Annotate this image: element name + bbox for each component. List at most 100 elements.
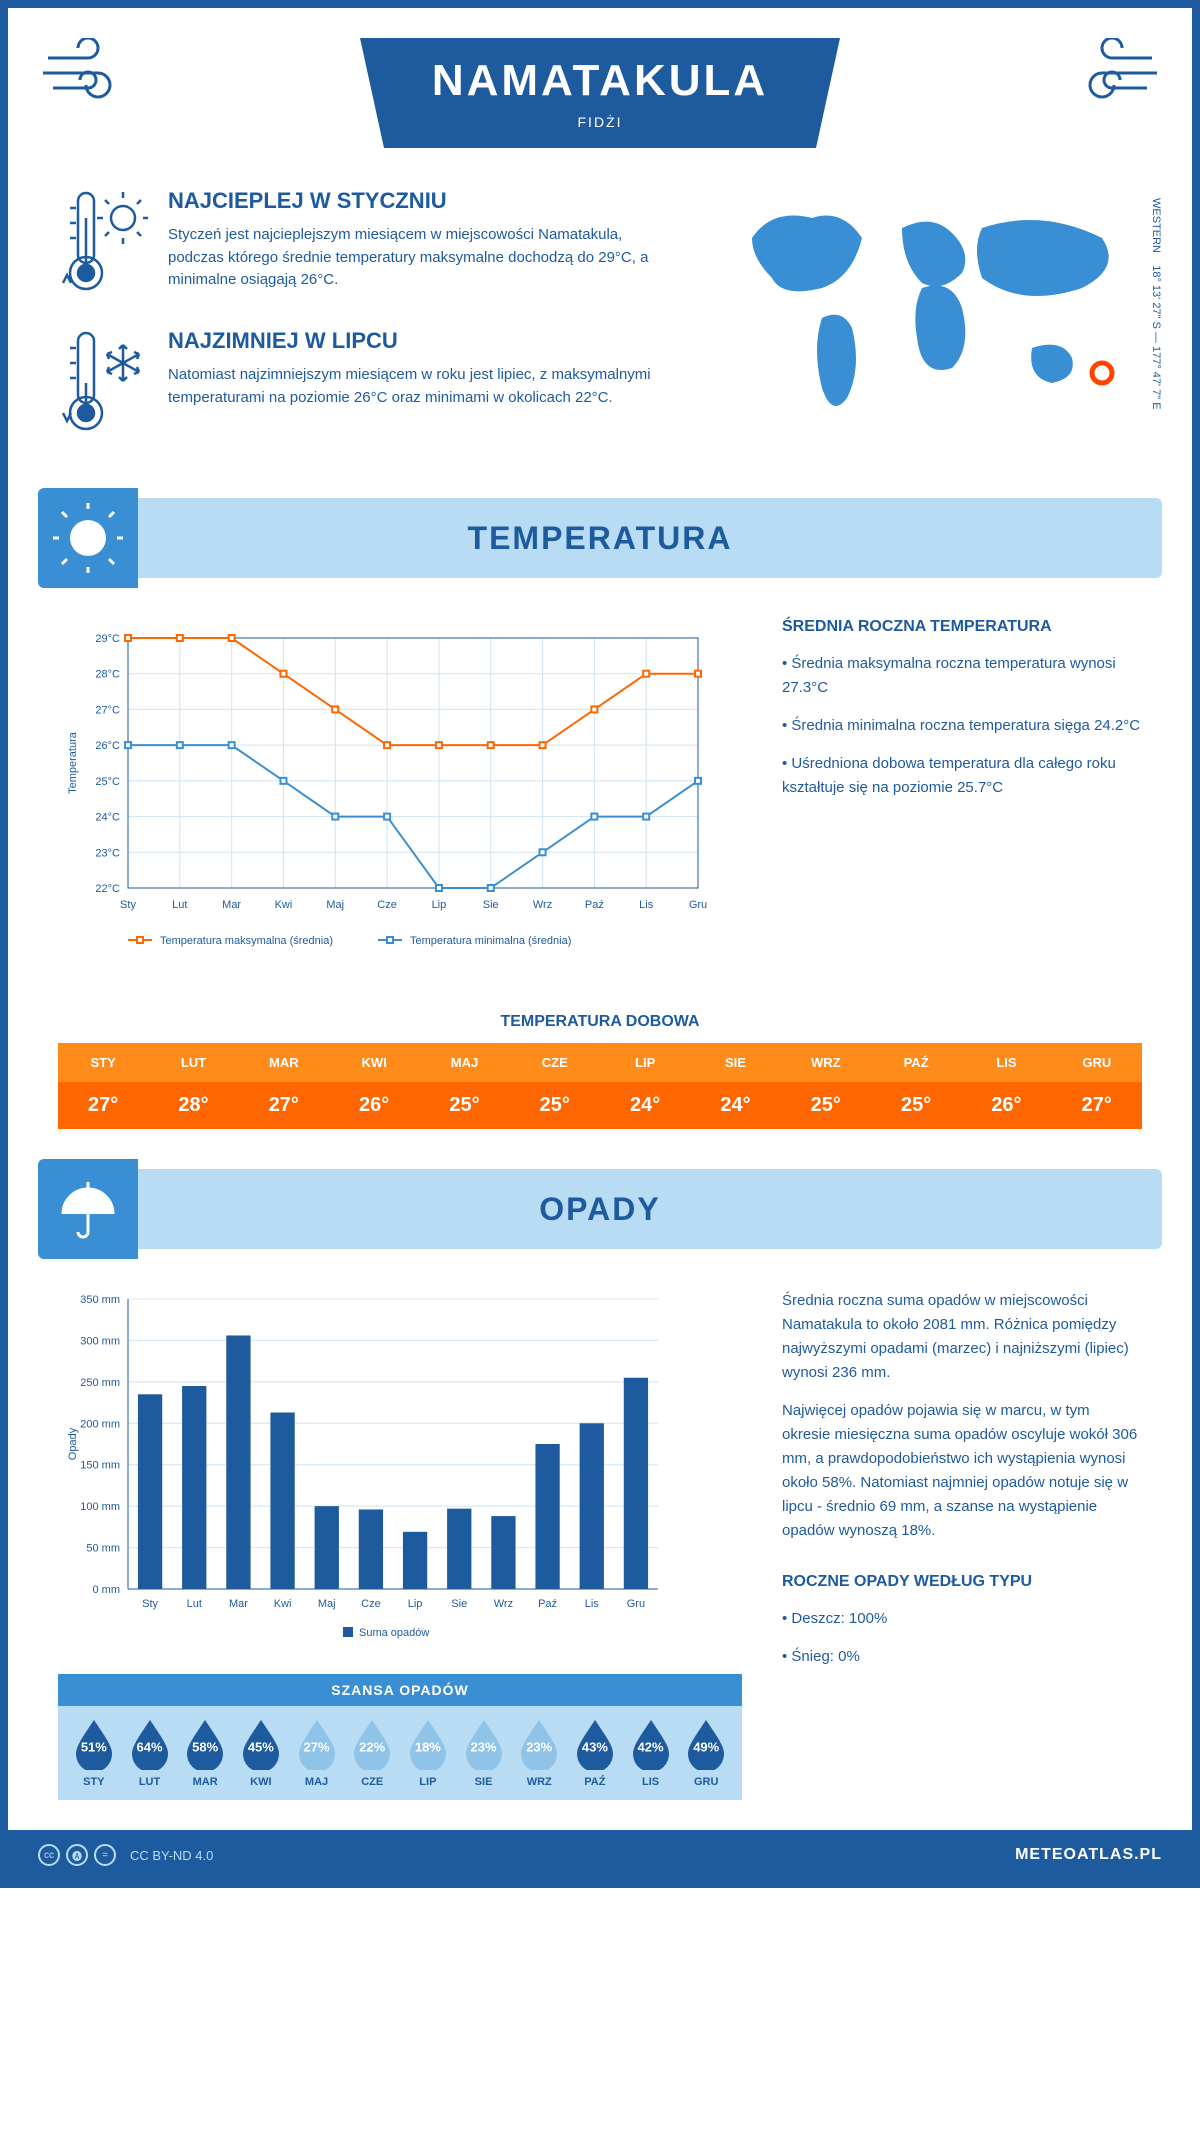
header: NAMATAKULA FIDŻI <box>8 8 1192 188</box>
svg-text:50 mm: 50 mm <box>86 1543 120 1555</box>
chance-drop: 43%PAŹ <box>567 1718 623 1788</box>
by-icon: 🅐 <box>66 1844 88 1866</box>
svg-text:Paź: Paź <box>585 899 604 911</box>
fact-warmest: NAJCIEPLEJ W STYCZNIU Styczeń jest najci… <box>58 188 682 298</box>
thermometer-sun-icon <box>58 188 148 298</box>
month-header: CZE <box>510 1043 600 1082</box>
world-map: WESTERN 18° 13' 27" S — 177° 47' 7" E <box>722 188 1142 468</box>
temp-value: 25° <box>781 1082 871 1129</box>
svg-text:Mar: Mar <box>229 1598 248 1610</box>
daily-temp-title: TEMPERATURA DOBOWA <box>8 1013 1192 1031</box>
temp-value: 26° <box>961 1082 1051 1129</box>
svg-text:Suma opadów: Suma opadów <box>359 1627 429 1639</box>
chance-drop: 27%MAJ <box>289 1718 345 1788</box>
title-band: NAMATAKULA FIDŻI <box>360 38 840 148</box>
month-header: MAR <box>239 1043 329 1082</box>
sun-icon <box>38 488 138 588</box>
svg-text:27°C: 27°C <box>95 704 120 716</box>
section-header-precip: OPADY <box>38 1169 1162 1249</box>
svg-text:Sie: Sie <box>483 899 499 911</box>
intro-section: NAJCIEPLEJ W STYCZNIU Styczeń jest najci… <box>8 188 1192 498</box>
svg-text:150 mm: 150 mm <box>80 1460 120 1472</box>
chance-drop: 51%STY <box>66 1718 122 1788</box>
temp-value: 24° <box>690 1082 780 1129</box>
svg-text:Temperatura maksymalna (średni: Temperatura maksymalna (średnia) <box>160 935 333 947</box>
temp-value: 28° <box>148 1082 238 1129</box>
svg-text:Lut: Lut <box>187 1598 202 1610</box>
page-subtitle: FIDŻI <box>420 114 780 130</box>
chance-drop: 22%CZE <box>344 1718 400 1788</box>
fact-text: Natomiast najzimniejszym miesiącem w rok… <box>168 364 682 409</box>
side-title: ŚREDNIA ROCZNA TEMPERATURA <box>782 618 1142 636</box>
fact-coldest: NAJZIMNIEJ W LIPCU Natomiast najzimniejs… <box>58 328 682 438</box>
svg-text:Cze: Cze <box>377 899 397 911</box>
bullet: • Uśredniona dobowa temperatura dla całe… <box>782 752 1142 800</box>
svg-text:23°C: 23°C <box>95 847 120 859</box>
svg-text:200 mm: 200 mm <box>80 1418 120 1430</box>
month-header: SIE <box>690 1043 780 1082</box>
svg-text:29°C: 29°C <box>95 633 120 645</box>
month-header: WRZ <box>781 1043 871 1082</box>
temp-value: 24° <box>600 1082 690 1129</box>
month-header: LUT <box>148 1043 238 1082</box>
svg-text:Lis: Lis <box>585 1598 600 1610</box>
svg-text:Sty: Sty <box>142 1598 158 1610</box>
svg-text:0 mm: 0 mm <box>93 1584 121 1596</box>
umbrella-icon <box>38 1159 138 1259</box>
svg-text:Sty: Sty <box>120 899 136 911</box>
svg-text:Gru: Gru <box>627 1598 645 1610</box>
chance-drop: 42%LIS <box>623 1718 679 1788</box>
temperature-content: 22°C23°C24°C25°C26°C27°C28°C29°CStyLutMa… <box>8 578 1192 993</box>
svg-text:Gru: Gru <box>689 899 707 911</box>
bullet: • Śnieg: 0% <box>782 1645 1142 1669</box>
chance-title: SZANSA OPADÓW <box>58 1674 742 1706</box>
svg-text:Lut: Lut <box>172 899 187 911</box>
temp-value: 25° <box>419 1082 509 1129</box>
svg-text:Sie: Sie <box>451 1598 467 1610</box>
bullet: • Deszcz: 100% <box>782 1607 1142 1631</box>
precip-type-title: ROCZNE OPADY WEDŁUG TYPU <box>782 1573 1142 1591</box>
svg-text:Maj: Maj <box>318 1598 336 1610</box>
fact-title: NAJZIMNIEJ W LIPCU <box>168 328 682 354</box>
bullet: • Średnia maksymalna roczna temperatura … <box>782 652 1142 700</box>
svg-text:22°C: 22°C <box>95 883 120 895</box>
svg-text:Kwi: Kwi <box>275 899 293 911</box>
chance-drops: 51%STY64%LUT58%MAR45%KWI27%MAJ22%CZE18%L… <box>58 1706 742 1800</box>
license-text: CC BY-ND 4.0 <box>130 1848 213 1863</box>
nd-icon: = <box>94 1844 116 1866</box>
svg-text:250 mm: 250 mm <box>80 1377 120 1389</box>
chance-drop: 45%KWI <box>233 1718 289 1788</box>
month-header: LIS <box>961 1043 1051 1082</box>
fact-text: Styczeń jest najcieplejszym miesiącem w … <box>168 224 682 292</box>
svg-text:300 mm: 300 mm <box>80 1335 120 1347</box>
page-title: NAMATAKULA <box>420 56 780 106</box>
svg-text:Mar: Mar <box>222 899 241 911</box>
wind-icon <box>1062 38 1162 108</box>
license-badge: cc 🅐 = CC BY-ND 4.0 <box>38 1844 213 1866</box>
svg-text:24°C: 24°C <box>95 812 120 824</box>
svg-text:100 mm: 100 mm <box>80 1501 120 1513</box>
footer: cc 🅐 = CC BY-ND 4.0 METEOATLAS.PL <box>8 1830 1192 1880</box>
paragraph: Średnia roczna suma opadów w miejscowośc… <box>782 1289 1142 1385</box>
temp-value: 27° <box>1052 1082 1142 1129</box>
svg-text:26°C: 26°C <box>95 740 120 752</box>
section-header-temperature: TEMPERATURA <box>38 498 1162 578</box>
svg-text:Lis: Lis <box>639 899 654 911</box>
section-title: OPADY <box>539 1191 660 1228</box>
chance-drop: 18%LIP <box>400 1718 456 1788</box>
temp-value: 26° <box>329 1082 419 1129</box>
bullet: • Średnia minimalna roczna temperatura s… <box>782 714 1142 738</box>
chance-drop: 58%MAR <box>177 1718 233 1788</box>
temperature-line-chart: 22°C23°C24°C25°C26°C27°C28°C29°CStyLutMa… <box>58 618 718 958</box>
svg-text:Temperatura minimalna (średnia: Temperatura minimalna (średnia) <box>410 935 571 947</box>
month-header: MAJ <box>419 1043 509 1082</box>
month-header: GRU <box>1052 1043 1142 1082</box>
svg-text:Lip: Lip <box>408 1598 423 1610</box>
fact-title: NAJCIEPLEJ W STYCZNIU <box>168 188 682 214</box>
svg-text:Lip: Lip <box>432 899 447 911</box>
chance-drop: 23%SIE <box>456 1718 512 1788</box>
site-name: METEOATLAS.PL <box>1015 1846 1162 1864</box>
precip-content: 0 mm50 mm100 mm150 mm200 mm250 mm300 mm3… <box>8 1249 1192 1830</box>
paragraph: Najwięcej opadów pojawia się w marcu, w … <box>782 1399 1142 1543</box>
svg-text:Temperatura: Temperatura <box>67 731 79 794</box>
